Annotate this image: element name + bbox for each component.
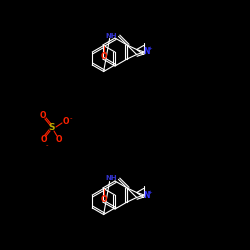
Text: O: O bbox=[41, 136, 47, 144]
Text: S: S bbox=[49, 124, 55, 132]
Text: O: O bbox=[56, 136, 62, 144]
Text: NH: NH bbox=[106, 32, 118, 38]
Text: O: O bbox=[100, 52, 107, 61]
Text: O: O bbox=[100, 195, 107, 204]
Text: +: + bbox=[148, 190, 152, 194]
Text: NH: NH bbox=[106, 176, 118, 182]
Text: O: O bbox=[63, 118, 69, 126]
Text: O: O bbox=[40, 112, 46, 120]
Text: N: N bbox=[143, 48, 149, 56]
Text: +: + bbox=[148, 46, 152, 52]
Text: -: - bbox=[46, 142, 48, 148]
Text: -: - bbox=[70, 115, 72, 121]
Text: N: N bbox=[143, 190, 149, 200]
